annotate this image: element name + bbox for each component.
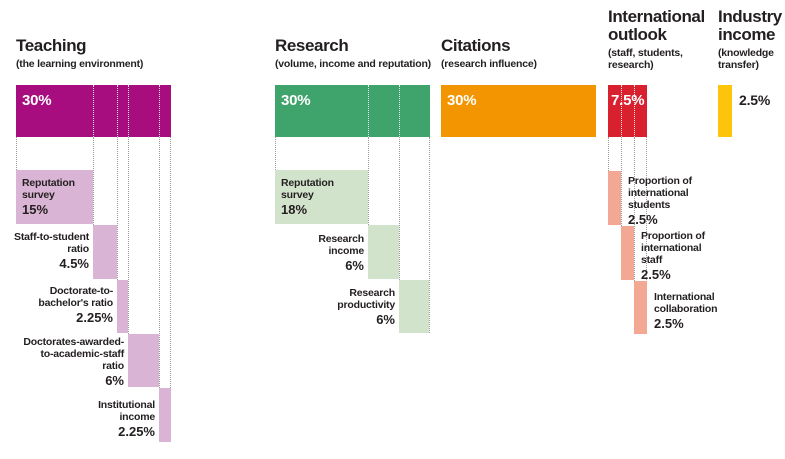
- international-sub-bar-students: [608, 171, 621, 225]
- teaching-sub-bar-reputation-survey: [16, 170, 93, 224]
- guide-line: [621, 137, 622, 226]
- sub-label-lines: Doctorates-awarded-to-academic-staff rati…: [23, 336, 124, 372]
- guide-line: [634, 137, 635, 281]
- industry-income-weight-label: 2.5%: [739, 92, 771, 108]
- sub-label-lines: Staff-to-student ratio: [14, 231, 89, 255]
- section-title-industry-income: Industry income: [718, 7, 782, 44]
- guide-line: [117, 137, 118, 280]
- teaching-sub-bar-institutional-income: [159, 388, 171, 442]
- citations-weight-label: 30%: [447, 92, 477, 109]
- citations-main-bar: [441, 85, 596, 137]
- sub-value: 2.5%: [654, 316, 684, 331]
- teaching-sub-label-staff-to-student-ratio: Staff-to-student ratio 4.5%: [14, 231, 89, 270]
- research-sub-label-research-productivity: Research productivity 6%: [337, 287, 395, 326]
- segment-line: [128, 85, 129, 137]
- teaching-sub-bar-doctorates-awarded-ratio: [128, 334, 159, 387]
- section-subtitle-teaching: (the learning environment): [16, 58, 144, 70]
- section-title-research: Research: [275, 36, 349, 55]
- segment-line: [93, 85, 94, 137]
- sub-value: 6%: [345, 258, 364, 273]
- research-sub-label-research-income: Research income 6%: [318, 233, 364, 272]
- segment-line: [159, 85, 160, 137]
- guide-line: [93, 137, 94, 225]
- segment-line: [117, 85, 118, 137]
- international-sub-label-collaboration: International collaboration 2.5%: [654, 291, 718, 331]
- guide-line: [368, 137, 369, 225]
- sub-value: 4.5%: [59, 256, 89, 271]
- sub-value: 18%: [281, 202, 308, 217]
- international-sub-bar-collaboration: [634, 281, 647, 334]
- sub-label-lines: Research income: [318, 233, 364, 257]
- sub-label-lines: Proportion of international students: [628, 175, 692, 211]
- guide-line: [128, 137, 129, 334]
- sub-label-lines: Proportion of international staff: [641, 230, 705, 266]
- section-title-teaching: Teaching: [16, 36, 87, 55]
- section-subtitle-industry-income: (knowledge transfer): [718, 47, 774, 71]
- segment-line: [368, 85, 369, 137]
- sub-value: 2.5%: [641, 267, 671, 282]
- international-sub-label-students: Proportion of international students 2.5%: [628, 175, 692, 226]
- section-title-citations: Citations: [441, 36, 511, 55]
- guide-line: [170, 137, 171, 442]
- sub-value: 2.25%: [76, 310, 113, 325]
- sub-label-lines: International collaboration: [654, 291, 718, 315]
- section-subtitle-citations: (research influence): [441, 58, 537, 70]
- industry-income-main-bar: [718, 85, 732, 137]
- teaching-sub-bar-doctorate-to-bachelors-ratio: [117, 280, 128, 333]
- guide-line: [159, 137, 160, 388]
- guide-line: [646, 137, 647, 334]
- research-weight-label: 30%: [281, 92, 311, 109]
- research-sub-bar-research-productivity: [399, 280, 429, 333]
- guide-line: [275, 137, 276, 170]
- sub-value: 6%: [105, 373, 124, 388]
- segment-line: [634, 85, 635, 137]
- international-outlook-main-bar: [608, 85, 647, 137]
- international-outlook-weight-label: 7.5%: [611, 92, 645, 109]
- section-subtitle-international-outlook: (staff, students, research): [608, 47, 683, 71]
- guide-line: [608, 137, 609, 171]
- sub-value: 2.5%: [628, 212, 658, 227]
- teaching-sub-label-institutional-income: Institutional income 2.25%: [98, 399, 155, 438]
- teaching-weight-label: 30%: [22, 92, 52, 109]
- sub-value: 2.25%: [118, 424, 155, 439]
- sub-label-lines: Research productivity: [337, 287, 395, 311]
- research-sub-bar-reputation-survey: [275, 170, 368, 224]
- sub-label-lines: Doctorate-to-bachelor's ratio: [38, 285, 113, 309]
- teaching-sub-bar-staff-to-student-ratio: [93, 225, 117, 279]
- international-sub-bar-staff: [621, 226, 634, 280]
- teaching-sub-label-reputation-survey: Reputation survey 15%: [22, 177, 75, 216]
- segment-line: [621, 85, 622, 137]
- guide-line: [16, 137, 17, 170]
- section-subtitle-research: (volume, income and reputation): [275, 58, 431, 70]
- teaching-sub-label-doctorates-awarded-ratio: Doctorates-awarded-to-academic-staff rati…: [23, 336, 124, 387]
- research-sub-bar-research-income: [368, 225, 399, 279]
- sub-value: 15%: [22, 202, 49, 217]
- guide-line: [399, 137, 400, 280]
- research-sub-label-reputation-survey: Reputation survey 18%: [281, 177, 334, 216]
- research-main-bar: [275, 85, 430, 137]
- sub-label-lines: Reputation survey: [281, 177, 334, 201]
- section-title-international-outlook: International outlook: [608, 7, 705, 44]
- guide-line: [429, 137, 430, 333]
- segment-line: [399, 85, 400, 137]
- sub-label-lines: Reputation survey: [22, 177, 75, 201]
- teaching-sub-label-doctorate-to-bachelors-ratio: Doctorate-to-bachelor's ratio 2.25%: [38, 285, 113, 324]
- sub-label-lines: Institutional income: [98, 399, 155, 423]
- international-sub-label-staff: Proportion of international staff 2.5%: [641, 230, 705, 281]
- sub-value: 6%: [376, 312, 395, 327]
